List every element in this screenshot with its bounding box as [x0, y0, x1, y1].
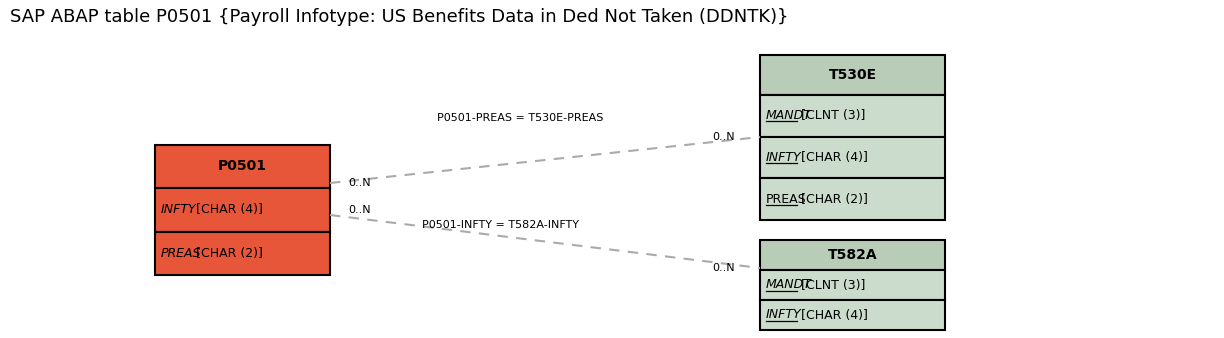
Text: MANDT: MANDT	[766, 279, 812, 291]
Bar	[155, 232, 330, 275]
Bar	[760, 95, 945, 137]
Bar	[760, 137, 945, 178]
Bar	[760, 240, 945, 270]
Text: [CLNT (3)]: [CLNT (3)]	[797, 279, 865, 291]
Bar	[760, 178, 945, 220]
Text: 0..N: 0..N	[712, 132, 734, 142]
Text: P0501-INFTY = T582A-INFTY: P0501-INFTY = T582A-INFTY	[421, 220, 579, 230]
Text: 0..N: 0..N	[348, 178, 371, 188]
Bar	[155, 145, 330, 188]
Text: [CHAR (2)]: [CHAR (2)]	[797, 193, 868, 206]
Text: PREAS: PREAS	[766, 193, 807, 206]
Text: T582A: T582A	[827, 248, 878, 262]
Text: [CHAR (4)]: [CHAR (4)]	[797, 151, 868, 164]
Text: 0..N: 0..N	[348, 205, 371, 215]
Text: [CHAR (4)]: [CHAR (4)]	[192, 203, 263, 216]
Bar	[760, 55, 945, 95]
Text: [CLNT (3)]: [CLNT (3)]	[797, 109, 865, 122]
Text: PREAS: PREAS	[162, 247, 202, 260]
Text: SAP ABAP table P0501 {Payroll Infotype: US Benefits Data in Ded Not Taken (DDNTK: SAP ABAP table P0501 {Payroll Infotype: …	[10, 8, 788, 26]
Text: INFTY: INFTY	[766, 309, 802, 321]
Bar	[155, 188, 330, 232]
Text: T530E: T530E	[829, 68, 876, 82]
Text: [CHAR (4)]: [CHAR (4)]	[797, 309, 868, 321]
Bar	[760, 300, 945, 330]
Text: INFTY: INFTY	[766, 151, 802, 164]
Text: MANDT: MANDT	[766, 109, 812, 122]
Text: INFTY: INFTY	[162, 203, 197, 216]
Bar	[760, 270, 945, 300]
Text: [CHAR (2)]: [CHAR (2)]	[192, 247, 263, 260]
Text: 0..N: 0..N	[712, 263, 734, 273]
Text: P0501-PREAS = T530E-PREAS: P0501-PREAS = T530E-PREAS	[437, 113, 603, 123]
Text: P0501: P0501	[218, 160, 267, 173]
